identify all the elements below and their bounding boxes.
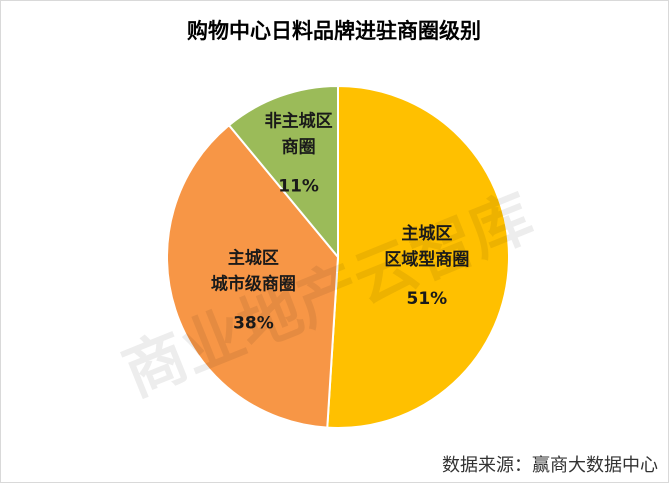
slice-label: 主城区城市级商圈	[211, 247, 296, 294]
pie-slice	[326, 84, 510, 429]
pie-slice	[227, 84, 339, 260]
chart-title: 购物中心日料品牌进驻商圈级别	[187, 19, 481, 43]
slice-value-label: 11%	[278, 177, 319, 197]
slice-label: 主城区区域型商圈	[384, 223, 469, 270]
slice-value-label: 38%	[233, 313, 274, 333]
pie	[166, 84, 510, 429]
slice-value-label: 51%	[407, 289, 448, 309]
slice-label: 非主城区商圈	[265, 111, 333, 158]
source-note: 数据来源：赢商大数据中心	[442, 454, 658, 476]
pie-slice	[166, 123, 340, 429]
